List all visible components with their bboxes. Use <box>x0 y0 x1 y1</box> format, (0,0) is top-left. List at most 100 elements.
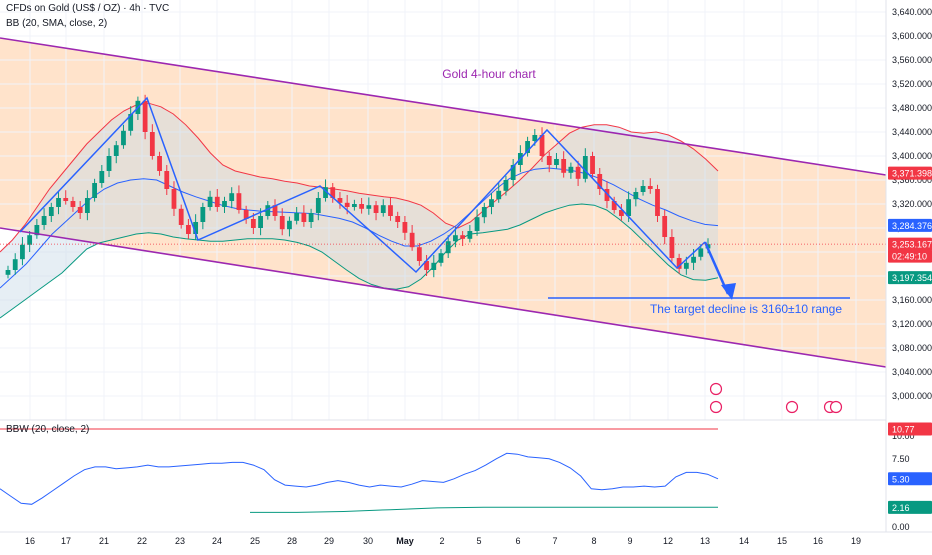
candle-body <box>525 141 530 153</box>
candle-body <box>438 253 444 263</box>
time-tick-label: 8 <box>591 536 596 546</box>
candle-body <box>460 235 466 239</box>
candle-body <box>546 156 552 165</box>
price-tick-label: 3,480.000 <box>892 103 932 113</box>
candle-body <box>12 259 18 270</box>
candle-body <box>171 189 177 209</box>
candle-body <box>222 201 227 207</box>
candle-body <box>287 220 292 230</box>
candle-body <box>315 198 321 213</box>
price-tick-label: 3,000.000 <box>892 391 932 401</box>
candle-body <box>359 204 365 209</box>
candle-body <box>698 248 704 257</box>
candle-body <box>388 205 393 216</box>
candle-body <box>84 198 90 213</box>
candle-body <box>655 189 660 216</box>
bbw-value-label: 5.30 <box>892 474 910 484</box>
candle-body <box>207 196 213 207</box>
time-tick-label: 15 <box>777 536 787 546</box>
time-tick-label: 25 <box>250 536 260 546</box>
price-label: 3,253.167 <box>892 240 932 250</box>
candle-body <box>27 235 33 245</box>
time-tick-label: 16 <box>25 536 35 546</box>
candle-body <box>590 156 595 174</box>
candle-body <box>142 100 148 132</box>
bbw-indicator-label[interactable]: BBW (20, close, 2) <box>6 424 90 435</box>
price-tick-label: 3,600.000 <box>892 31 932 41</box>
candle-body <box>272 205 278 216</box>
bbw-tick-label: 7.50 <box>892 454 910 464</box>
candle-body <box>351 204 357 207</box>
candle-body <box>467 231 473 239</box>
candle-body <box>409 232 415 248</box>
candle-body <box>77 207 83 213</box>
time-tick-label: 2 <box>439 536 444 546</box>
candle-body <box>691 256 696 263</box>
bbw-value-label: 10.77 <box>892 424 915 434</box>
candle-body <box>113 145 119 156</box>
chart-title: Gold 4-hour chart <box>442 67 536 81</box>
zigzag-pattern <box>19 96 706 274</box>
candle-body <box>568 166 574 173</box>
candle-body <box>604 189 610 201</box>
candle-body <box>561 159 567 173</box>
time-tick-label: 28 <box>287 536 297 546</box>
time-tick-label: 13 <box>700 536 710 546</box>
candle-body <box>619 210 624 216</box>
candle-body <box>149 132 155 156</box>
price-tick-label: 3,640.000 <box>892 7 932 17</box>
candle-body <box>554 159 559 165</box>
time-tick-label: 6 <box>515 536 520 546</box>
candle-body <box>676 258 682 269</box>
candle-body <box>48 207 54 216</box>
time-tick-label: 14 <box>739 536 749 546</box>
candle-body <box>395 216 401 222</box>
time-tick-label: 23 <box>175 536 185 546</box>
candle-body <box>70 201 76 207</box>
candle-body <box>294 213 300 221</box>
candle-body <box>481 207 487 218</box>
candle-body <box>611 201 617 210</box>
price-label-bg <box>888 166 932 180</box>
price-tick-label: 3,440.000 <box>892 127 932 137</box>
candle-body <box>539 135 545 156</box>
candle-body <box>640 186 646 192</box>
candle-body <box>424 261 429 270</box>
bbw-value-label: 2.16 <box>892 503 910 513</box>
candle-body <box>5 270 11 275</box>
candle-body <box>214 196 220 207</box>
price-label-bg <box>888 237 932 251</box>
target-annotation: The target decline is 3160±10 range <box>650 302 842 316</box>
candle-body <box>92 183 97 198</box>
time-tick-label: May <box>396 536 414 546</box>
candle-body <box>106 156 112 171</box>
bbw-tick-label: 10.00 <box>892 431 915 441</box>
time-tick-label: 30 <box>363 536 373 546</box>
bbw-label-bg <box>888 500 932 514</box>
time-tick-label: 9 <box>627 536 632 546</box>
candle-body <box>229 193 235 201</box>
price-tick-label: 3,040.000 <box>892 367 932 377</box>
candle-body <box>633 192 639 200</box>
time-tick-label: 12 <box>663 536 673 546</box>
time-tick-label: 19 <box>851 536 861 546</box>
price-tick-label: 3,520.000 <box>892 79 932 89</box>
price-tick-label: 3,400.000 <box>892 151 932 161</box>
candle-body <box>243 210 249 219</box>
bbw-label-bg <box>888 472 932 486</box>
price-label: 3,371.398 <box>892 169 932 179</box>
bb-indicator-label[interactable]: BB (20, SMA, close, 2) <box>6 18 108 29</box>
price-label-bg <box>888 271 932 285</box>
candle-body <box>582 156 588 179</box>
candle-body <box>193 222 199 234</box>
time-tick-label: 5 <box>476 536 481 546</box>
price-tick-label: 3,560.000 <box>892 55 932 65</box>
candle-body <box>323 187 328 198</box>
candle-body <box>597 174 603 189</box>
candle-body <box>575 166 581 179</box>
time-tick-label: 17 <box>61 536 71 546</box>
candle-body <box>265 205 271 216</box>
candle-body <box>474 217 480 231</box>
